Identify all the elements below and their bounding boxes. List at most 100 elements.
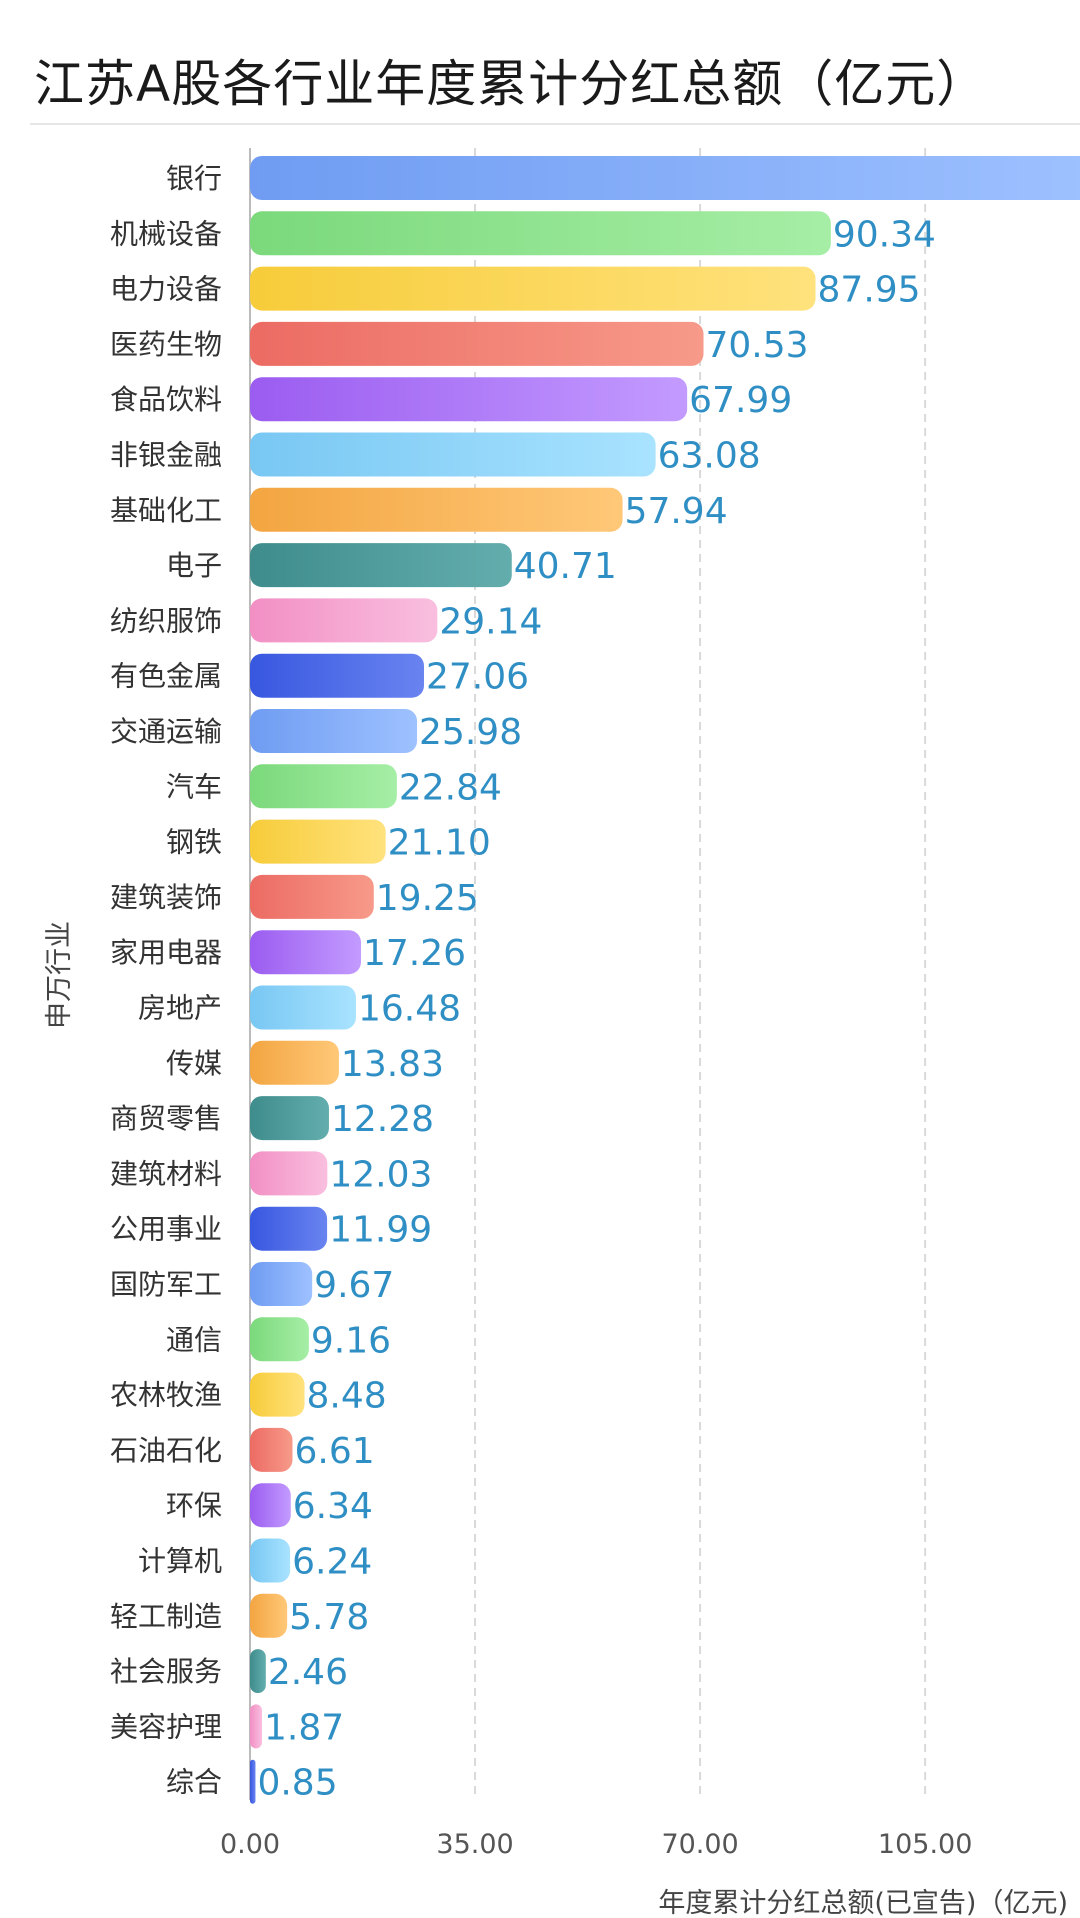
- bar: [250, 985, 356, 1030]
- data-label: 6.24: [292, 1542, 372, 1583]
- data-label: 21.10: [388, 823, 491, 864]
- bar: [250, 1262, 313, 1306]
- bar: [250, 1096, 329, 1141]
- bar: [250, 930, 361, 975]
- category-label: 电子: [166, 549, 222, 582]
- data-label: 11.99: [329, 1210, 432, 1251]
- data-label: 57.94: [625, 491, 728, 532]
- category-label: 商贸零售: [110, 1102, 222, 1135]
- category-label: 食品饮料: [110, 383, 222, 416]
- category-label: 汽车: [166, 770, 222, 803]
- category-label: 有色金属: [110, 660, 222, 693]
- data-label: 0.85: [257, 1763, 337, 1804]
- data-label: 17.26: [363, 933, 466, 974]
- category-label: 农林牧渔: [110, 1379, 222, 1412]
- bar: [250, 1704, 263, 1749]
- category-label: 基础化工: [110, 494, 222, 527]
- bar: [250, 487, 623, 532]
- data-label: 19.25: [376, 878, 479, 919]
- bar: [250, 1759, 256, 1804]
- bar: [250, 1151, 328, 1196]
- bar: [250, 709, 418, 753]
- category-label: 电力设备: [110, 273, 222, 306]
- data-label: 12.03: [329, 1154, 432, 1195]
- data-label: 87.95: [818, 270, 921, 311]
- bar: [250, 1040, 339, 1085]
- category-label: 传媒: [166, 1047, 222, 1080]
- category-label: 国防军工: [110, 1268, 222, 1301]
- y-axis-title: 申万行业: [44, 921, 75, 1029]
- data-label: 13.83: [341, 1044, 444, 1085]
- bar: [250, 1649, 266, 1694]
- category-label: 综合: [166, 1766, 222, 1799]
- category-label: 银行: [166, 162, 222, 195]
- category-label: 机械设备: [110, 217, 222, 250]
- category-labels: 银行机械设备电力设备医药生物食品饮料非银金融基础化工电子纺织服饰有色金属交通运输…: [110, 162, 222, 1799]
- category-label: 石油石化: [110, 1434, 222, 1467]
- category-label: 社会服务: [110, 1655, 222, 1688]
- bar: [250, 598, 438, 643]
- category-label: 轻工制造: [110, 1600, 222, 1633]
- data-label: 9.16: [311, 1320, 391, 1361]
- data-label: 90.34: [833, 214, 936, 255]
- x-tick-label: 0.00: [220, 1829, 280, 1860]
- bar: [250, 764, 397, 809]
- bar: [250, 1372, 305, 1417]
- category-label: 医药生物: [110, 328, 222, 361]
- data-label: 67.99: [689, 380, 792, 421]
- data-label: 2.46: [268, 1652, 348, 1693]
- category-label: 建筑材料: [110, 1157, 222, 1190]
- bar: [250, 653, 424, 698]
- bar: [250, 432, 656, 477]
- bar: [250, 543, 512, 588]
- bar: [250, 874, 374, 919]
- category-label: 建筑装饰: [110, 881, 222, 914]
- data-label: 6.34: [293, 1486, 373, 1527]
- bar: [250, 1593, 288, 1638]
- category-label: 家用电器: [110, 936, 222, 969]
- x-tick-label: 35.00: [436, 1829, 513, 1860]
- category-label: 房地产: [138, 992, 222, 1025]
- x-tick-label: 105.00: [878, 1829, 972, 1860]
- category-label: 纺织服饰: [110, 604, 222, 637]
- bar: [250, 266, 816, 311]
- data-label: 1.87: [264, 1707, 344, 1748]
- bar: [250, 377, 688, 422]
- category-label: 美容护理: [110, 1710, 222, 1743]
- data-label: 40.71: [514, 546, 617, 587]
- data-label: 22.84: [399, 767, 502, 808]
- category-label: 公用事业: [110, 1213, 222, 1246]
- chart-title: 江苏A股各行业年度累计分红总额（亿元）: [34, 55, 988, 113]
- bar: [250, 819, 386, 864]
- category-label: 钢铁: [166, 826, 222, 859]
- bar: [250, 1483, 291, 1528]
- data-label: 25.98: [419, 712, 522, 753]
- category-label: 计算机: [138, 1545, 222, 1578]
- bar: [250, 1427, 293, 1472]
- data-label: 63.08: [658, 436, 761, 477]
- data-label: 8.48: [307, 1376, 387, 1417]
- data-label: 70.53: [706, 325, 809, 366]
- category-label: 通信: [166, 1323, 222, 1356]
- bar: [250, 1538, 291, 1583]
- category-label: 交通运输: [110, 715, 222, 748]
- category-label: 非银金融: [110, 439, 222, 472]
- bar: [250, 1317, 309, 1362]
- data-label: 6.61: [295, 1431, 375, 1472]
- bar: [250, 1206, 328, 1251]
- data-label: 27.06: [426, 657, 529, 698]
- bar: [250, 211, 831, 256]
- data-label: 9.67: [314, 1265, 394, 1306]
- category-label: 环保: [166, 1489, 222, 1522]
- grid-lines: [474, 148, 927, 1800]
- data-label: 29.14: [439, 601, 542, 642]
- data-label: 12.28: [331, 1099, 434, 1140]
- data-label: 5.78: [289, 1597, 369, 1638]
- bars: [250, 156, 1080, 1804]
- bar: [250, 321, 704, 366]
- data-label: 16.48: [358, 989, 461, 1030]
- bar: [250, 156, 1080, 200]
